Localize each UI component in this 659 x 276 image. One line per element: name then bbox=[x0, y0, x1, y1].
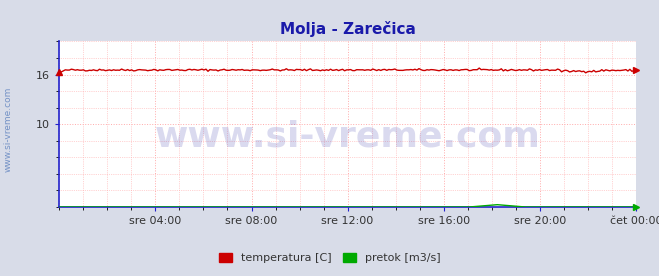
Text: www.si-vreme.com: www.si-vreme.com bbox=[3, 87, 13, 172]
Legend: temperatura [C], pretok [m3/s]: temperatura [C], pretok [m3/s] bbox=[214, 248, 445, 268]
Title: Molja - Zarečica: Molja - Zarečica bbox=[279, 22, 416, 38]
Text: www.si-vreme.com: www.si-vreme.com bbox=[155, 120, 540, 154]
